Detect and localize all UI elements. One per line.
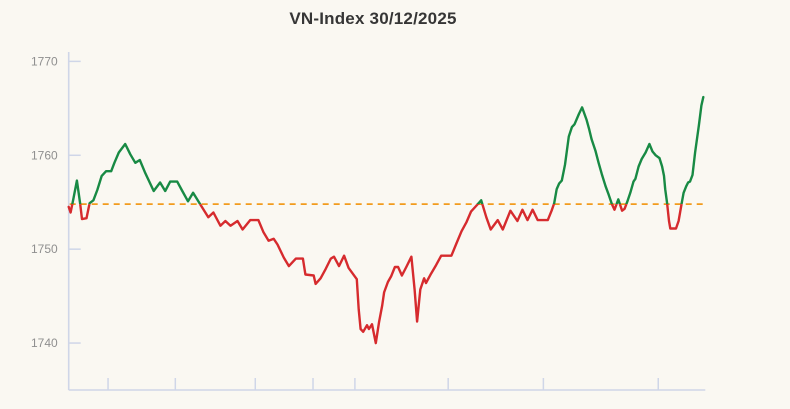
y-axis-label: 1750: [31, 242, 58, 256]
chart-title: VN-Index 30/12/2025: [289, 9, 457, 28]
y-axis-label: 1760: [31, 148, 58, 162]
price-line-below: [67, 204, 683, 345]
price-line-above: [71, 95, 705, 205]
y-axis-label: 1770: [31, 54, 58, 68]
y-axis-label: 1740: [31, 336, 58, 350]
